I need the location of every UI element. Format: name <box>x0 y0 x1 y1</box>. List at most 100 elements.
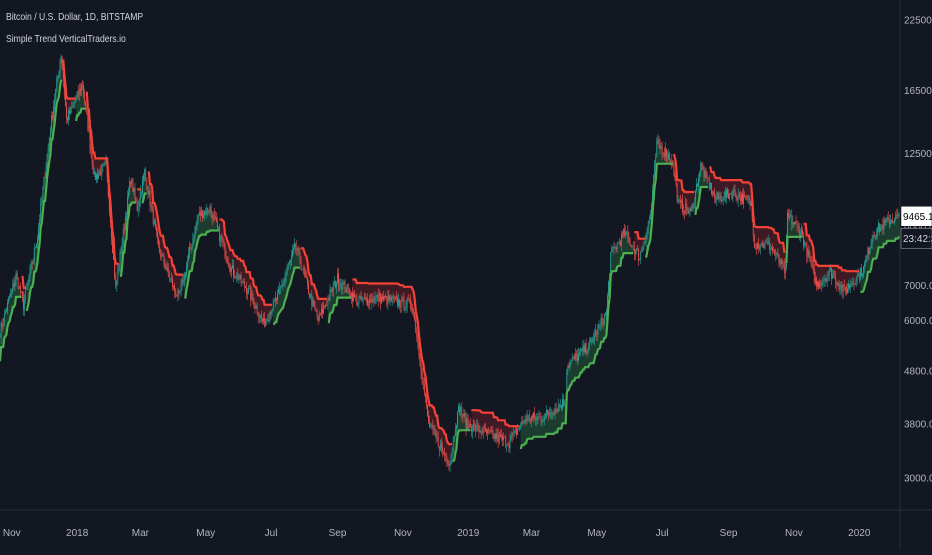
candle-body <box>127 197 128 215</box>
candle-body <box>359 299 360 304</box>
candle-body <box>896 215 897 216</box>
candle-body <box>879 223 880 231</box>
candle-body <box>824 280 825 281</box>
candle-body <box>33 259 34 264</box>
candle-body <box>768 242 769 244</box>
candle-body <box>23 297 24 309</box>
candle-body <box>456 425 457 429</box>
candle-body <box>423 382 424 384</box>
candle-body <box>487 430 488 434</box>
candle-body <box>569 366 570 368</box>
candle-body <box>821 282 822 286</box>
candle-body <box>708 179 709 180</box>
candle-body <box>762 243 763 248</box>
candle-body <box>364 298 365 299</box>
candle-body <box>38 227 39 238</box>
candle-body <box>516 430 517 435</box>
candle-body <box>226 256 227 258</box>
candle-body <box>428 416 429 422</box>
candle-body <box>484 428 485 429</box>
candle-body <box>302 269 303 270</box>
candle-body <box>842 285 843 292</box>
candle-body <box>601 318 602 324</box>
candle-body <box>790 215 791 216</box>
candle-body <box>498 434 499 442</box>
candle-body <box>175 291 176 296</box>
candle-body <box>700 163 701 172</box>
candle-body <box>624 229 625 235</box>
candle-body <box>211 207 212 213</box>
candle-body <box>576 354 577 355</box>
candle-body <box>457 411 458 425</box>
downtrend-line <box>23 276 26 288</box>
candle-body <box>781 259 782 264</box>
candle-body <box>301 262 302 269</box>
candle-body <box>571 361 572 362</box>
candle-body <box>155 221 156 227</box>
candle-body <box>785 267 786 273</box>
candle-body <box>80 89 81 92</box>
candle-body <box>800 234 801 236</box>
candle-body <box>669 154 670 160</box>
candle-body <box>612 247 613 248</box>
candle-body <box>522 421 523 422</box>
candle-body <box>129 181 130 192</box>
candle-body <box>835 277 836 284</box>
candle-body <box>692 205 693 211</box>
candle-body <box>260 315 261 317</box>
candle-body <box>24 300 25 310</box>
candle-body <box>857 275 858 281</box>
candle-body <box>296 247 297 250</box>
candle-body <box>642 247 643 250</box>
candle-body <box>264 318 265 326</box>
candle-body <box>277 293 278 300</box>
candle-body <box>370 298 371 302</box>
x-tick-label: Mar <box>523 528 541 539</box>
candle-body <box>782 259 783 263</box>
candle-body <box>174 286 175 291</box>
candle-body <box>758 244 759 249</box>
candle-body <box>849 284 850 288</box>
candle-body <box>105 163 106 164</box>
candle-body <box>304 268 305 274</box>
candle-body <box>509 445 510 447</box>
candle-body <box>357 304 358 305</box>
candle-body <box>449 464 450 466</box>
candle-body <box>852 283 853 285</box>
candle-body <box>439 446 440 449</box>
candle-body <box>390 297 391 300</box>
candle-body <box>293 248 294 251</box>
candle-body <box>507 445 508 446</box>
candle-body <box>8 299 9 303</box>
candle-body <box>604 314 605 324</box>
candle-body <box>472 431 473 432</box>
candle-body <box>764 248 765 249</box>
downtrend-line <box>87 92 119 264</box>
candle-body <box>150 191 151 206</box>
candle-body <box>324 306 325 307</box>
candle-body <box>596 330 597 335</box>
candle-body <box>637 249 638 250</box>
candle-body <box>383 296 384 300</box>
candle-body <box>811 262 812 263</box>
candle-body <box>40 203 41 219</box>
candle-body <box>455 429 456 436</box>
candle-body <box>161 255 162 258</box>
candle-body <box>796 222 797 224</box>
candle-body <box>680 200 681 202</box>
candle-body <box>506 445 507 447</box>
candle-body <box>505 437 506 446</box>
candle-body <box>882 225 883 230</box>
candle-body <box>412 308 413 310</box>
candle-body <box>120 252 121 267</box>
candle-body <box>515 430 516 431</box>
candle-body <box>355 296 356 297</box>
candle-body <box>183 280 184 284</box>
candle-body <box>710 183 711 189</box>
candle-body <box>441 444 442 447</box>
indicator-label[interactable]: Simple Trend VerticalTraders.io <box>6 33 126 45</box>
candle-body <box>18 277 19 289</box>
candle-body <box>42 188 43 199</box>
candle-body <box>622 234 623 235</box>
